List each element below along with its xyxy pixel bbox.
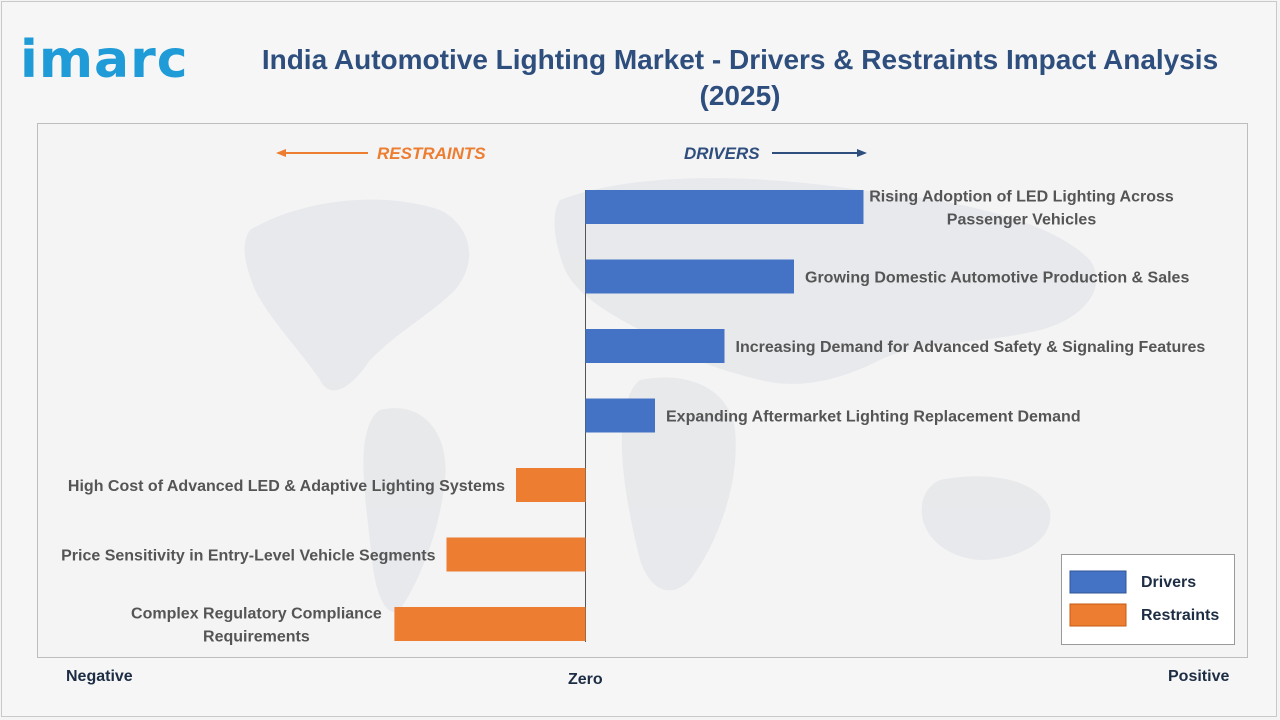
driver-label-4: Expanding Aftermarket Lighting Replaceme… xyxy=(666,409,1081,426)
drivers-direction: DRIVERS xyxy=(684,144,867,163)
driver-bar-1 xyxy=(585,190,864,224)
legend-label-drivers: Drivers xyxy=(1141,574,1196,591)
logo-text: imarc xyxy=(20,30,189,90)
driver-bar-2 xyxy=(585,259,794,294)
driver-label-3: Increasing Demand for Advanced Safety & … xyxy=(736,339,1206,356)
bar-labels-group: Rising Adoption of LED Lighting Across Pa… xyxy=(61,189,1205,646)
axis-negative-label: Negative xyxy=(66,668,133,685)
legend-box xyxy=(1061,554,1235,645)
driver-bar-4 xyxy=(585,398,655,433)
restraint-label-7: Complex Regulatory Compliance Requirement… xyxy=(131,606,382,646)
restraints-direction: RESTRAINTS xyxy=(276,144,486,163)
restraint-bar-6 xyxy=(446,537,586,572)
legend-swatch-restraints xyxy=(1069,603,1127,627)
chart-title: India Automotive Lighting Market - Drive… xyxy=(261,44,1219,111)
legend-label-restraints: Restraints xyxy=(1141,607,1219,624)
restraint-label-5: High Cost of Advanced LED & Adaptive Lig… xyxy=(68,478,505,495)
axis-positive-label: Positive xyxy=(1168,668,1230,685)
drivers-arrow-head xyxy=(857,149,867,157)
bars-group xyxy=(394,190,864,641)
restraint-bar-7 xyxy=(394,607,586,641)
restraint-label-6: Price Sensitivity in Entry-Level Vehicle… xyxy=(61,548,435,565)
axis-zero-label: Zero xyxy=(568,671,603,688)
legend: Drivers Restraints xyxy=(1061,554,1235,645)
imarc-logo: imarc xyxy=(20,18,210,90)
restraints-label: RESTRAINTS xyxy=(377,144,486,163)
driver-label-1: Rising Adoption of LED Lighting Across Pa… xyxy=(869,189,1174,229)
restraints-arrow-head xyxy=(276,149,286,157)
legend-swatch-drivers xyxy=(1069,570,1127,594)
drivers-label: DRIVERS xyxy=(684,144,760,163)
driver-label-2: Growing Domestic Automotive Production &… xyxy=(805,270,1189,287)
restraint-bar-5 xyxy=(516,468,586,502)
driver-bar-3 xyxy=(585,329,725,363)
